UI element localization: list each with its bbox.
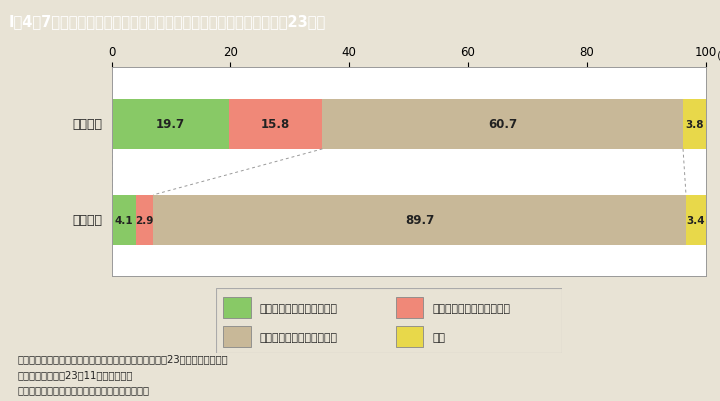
- Text: 4.1: 4.1: [114, 215, 133, 225]
- Text: 養育費を受けたことがある: 養育費を受けたことがある: [432, 303, 510, 313]
- Text: 現在も養育費を受けている: 現在も養育費を受けている: [259, 303, 337, 313]
- Text: 3.4: 3.4: [687, 215, 706, 225]
- Bar: [683, 99, 706, 150]
- Bar: [323, 99, 683, 150]
- Text: 2.9: 2.9: [135, 215, 154, 225]
- Text: 89.7: 89.7: [405, 214, 434, 227]
- FancyBboxPatch shape: [396, 298, 423, 318]
- Bar: [112, 99, 229, 150]
- Text: 父子世帯: 父子世帯: [73, 214, 103, 227]
- Text: 60.7: 60.7: [488, 118, 517, 131]
- Text: ３．岩手県，宮城県及び福島県を除く。: ３．岩手県，宮城県及び福島県を除く。: [18, 385, 150, 395]
- Text: 19.7: 19.7: [156, 118, 184, 131]
- FancyBboxPatch shape: [396, 326, 423, 347]
- Bar: [153, 195, 686, 245]
- Bar: [136, 195, 153, 245]
- Text: 不詳: 不詳: [432, 332, 445, 342]
- Text: （備考）１．厚生労働省「全国母子世帯等調査」（平成23年度）より作成。: （備考）１．厚生労働省「全国母子世帯等調査」（平成23年度）より作成。: [18, 353, 228, 363]
- Text: ２．平成23年11月１日現在。: ２．平成23年11月１日現在。: [18, 369, 133, 379]
- Bar: [112, 195, 136, 245]
- Text: 母子世帯: 母子世帯: [73, 118, 103, 131]
- Bar: [229, 99, 323, 150]
- FancyBboxPatch shape: [223, 326, 251, 347]
- Text: (%): (%): [717, 51, 720, 61]
- Bar: [686, 195, 706, 245]
- Text: 15.8: 15.8: [261, 118, 290, 131]
- Text: 3.8: 3.8: [685, 119, 703, 130]
- FancyBboxPatch shape: [223, 298, 251, 318]
- Text: 養育費を受けたことがない: 養育費を受けたことがない: [259, 332, 337, 342]
- Text: I－4－7図　母子世帯及び父子世帯における養育費の受給状況（平成23年）: I－4－7図 母子世帯及び父子世帯における養育費の受給状況（平成23年）: [9, 14, 326, 29]
